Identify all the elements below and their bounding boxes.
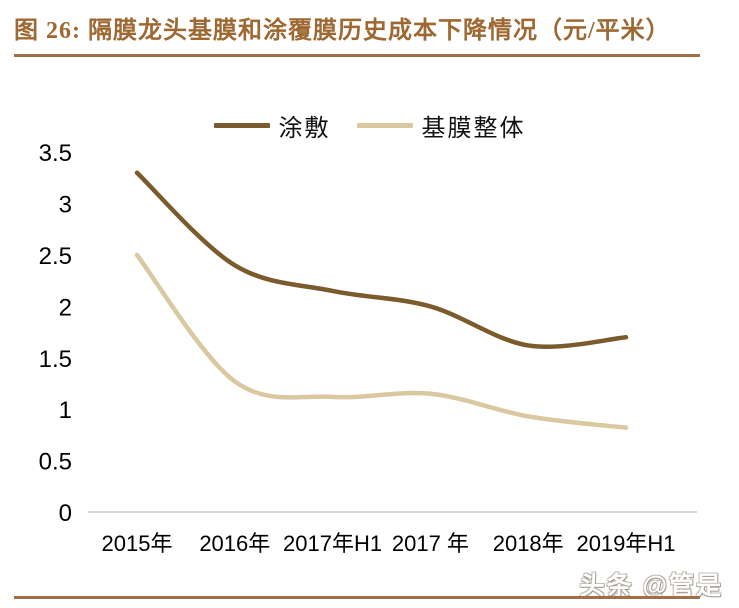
legend-item-coated: 涂敷 xyxy=(213,108,331,143)
x-tick-label: 2017年H1 xyxy=(283,531,382,556)
legend-swatch-coated xyxy=(213,123,270,128)
y-tick-label: 1.5 xyxy=(39,346,72,373)
y-tick-label: 2 xyxy=(59,294,72,321)
y-tick-label: 2.5 xyxy=(39,243,72,270)
title-underline-rule xyxy=(14,54,700,57)
x-tick-label: 2018年 xyxy=(493,531,564,556)
legend-item-base-film: 基膜整体 xyxy=(356,108,526,143)
x-tick-label: 2019年H1 xyxy=(576,531,675,556)
legend-label-base-film: 基膜整体 xyxy=(421,116,526,142)
legend-swatch-base-film xyxy=(356,123,413,128)
x-tick-label: 2016年 xyxy=(199,531,270,556)
figure-title: 图 26: 隔膜龙头基膜和涂覆膜历史成本下降情况（元/平米） xyxy=(14,18,671,44)
y-tick-label: 0 xyxy=(59,500,72,527)
series-line-0 xyxy=(134,170,629,349)
watermark: 头条 @管是 xyxy=(579,572,723,600)
y-tick-label: 3 xyxy=(59,192,72,219)
x-tick-label: 2015年 xyxy=(102,531,173,556)
legend-label-coated: 涂敷 xyxy=(278,116,331,142)
y-tick-label: 0.5 xyxy=(39,449,72,476)
bottom-rule xyxy=(14,596,700,599)
y-tick-label: 1 xyxy=(59,397,72,424)
series-line-1 xyxy=(134,252,629,430)
chart-legend: 涂敷 基膜整体 xyxy=(0,108,739,143)
y-tick-label: 3.5 xyxy=(39,140,72,167)
x-tick-label: 2017 年 xyxy=(392,531,469,556)
